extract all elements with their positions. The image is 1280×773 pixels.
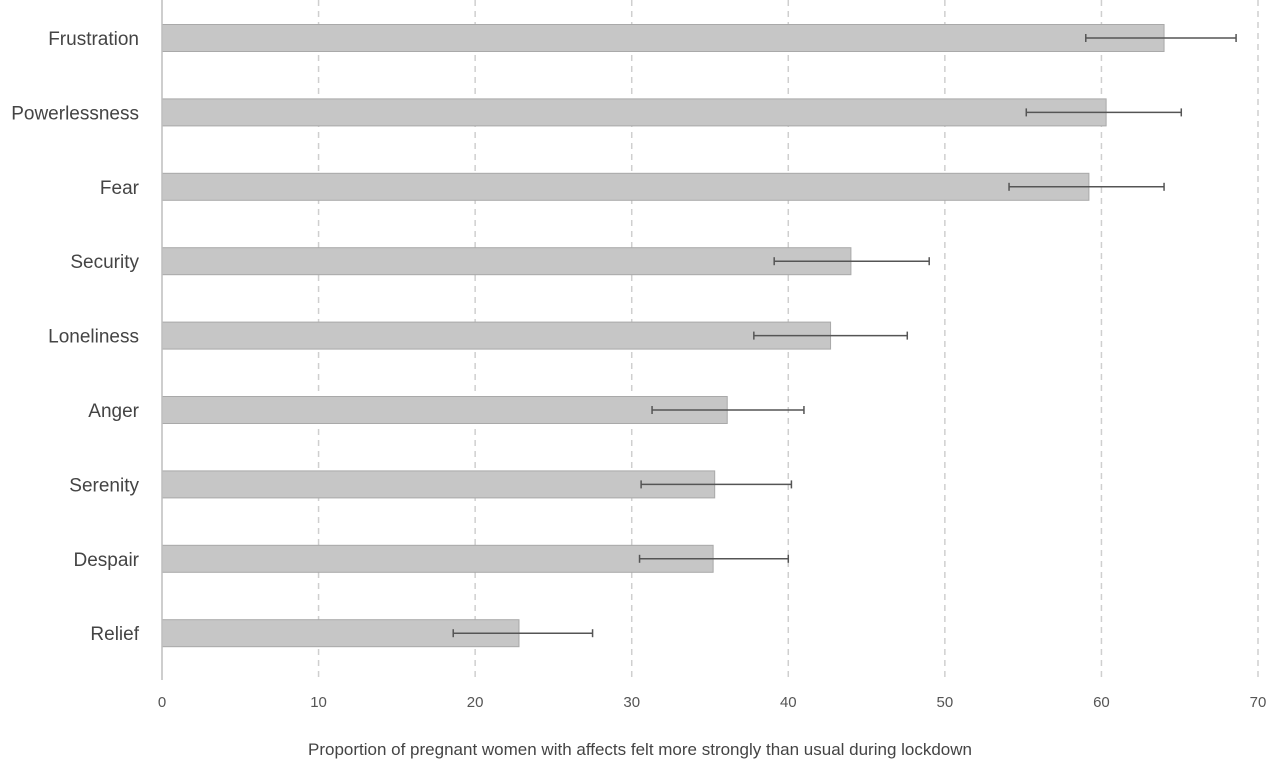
category-label: Powerlessness — [11, 103, 139, 124]
x-tick-label: 50 — [937, 694, 954, 711]
bar — [161, 396, 728, 424]
error-bar — [753, 331, 909, 340]
category-label: Despair — [74, 550, 140, 571]
bar — [161, 247, 852, 276]
category-label: Anger — [88, 401, 139, 422]
x-tick-label: 60 — [1093, 694, 1110, 711]
bars — [161, 24, 1165, 648]
error-bar — [1025, 108, 1183, 117]
error-bar — [1085, 34, 1237, 42]
error-bar — [651, 406, 805, 414]
error-bar — [640, 480, 793, 489]
bar — [161, 321, 832, 350]
error-bar — [1008, 182, 1165, 191]
bar — [161, 172, 1090, 201]
bar — [161, 24, 1165, 52]
bar — [161, 544, 714, 573]
x-tick-label: 20 — [467, 694, 484, 711]
x-axis-title: Proportion of pregnant women with affect… — [308, 740, 972, 759]
x-tick-label: 0 — [158, 694, 166, 711]
bar — [161, 98, 1107, 127]
error-bar — [638, 554, 790, 563]
category-label: Frustration — [48, 29, 139, 50]
category-label: Loneliness — [48, 327, 139, 348]
x-tick-labels: 0 10 20 30 40 50 60 70 — [158, 694, 1267, 711]
category-label: Fear — [100, 178, 140, 199]
category-labels: Frustration Powerlessness Fear Security Lone… — [11, 29, 140, 645]
category-label: Relief — [90, 624, 139, 645]
x-tick-label: 30 — [623, 694, 640, 711]
x-tick-label: 70 — [1250, 694, 1267, 711]
category-label: Serenity — [69, 475, 139, 496]
bar — [161, 470, 716, 499]
category-label: Security — [70, 252, 139, 273]
error-bar — [773, 257, 930, 266]
error-bar — [452, 629, 594, 638]
error-bars — [452, 34, 1237, 638]
x-tick-label: 40 — [780, 694, 797, 711]
x-tick-label: 10 — [310, 694, 327, 711]
